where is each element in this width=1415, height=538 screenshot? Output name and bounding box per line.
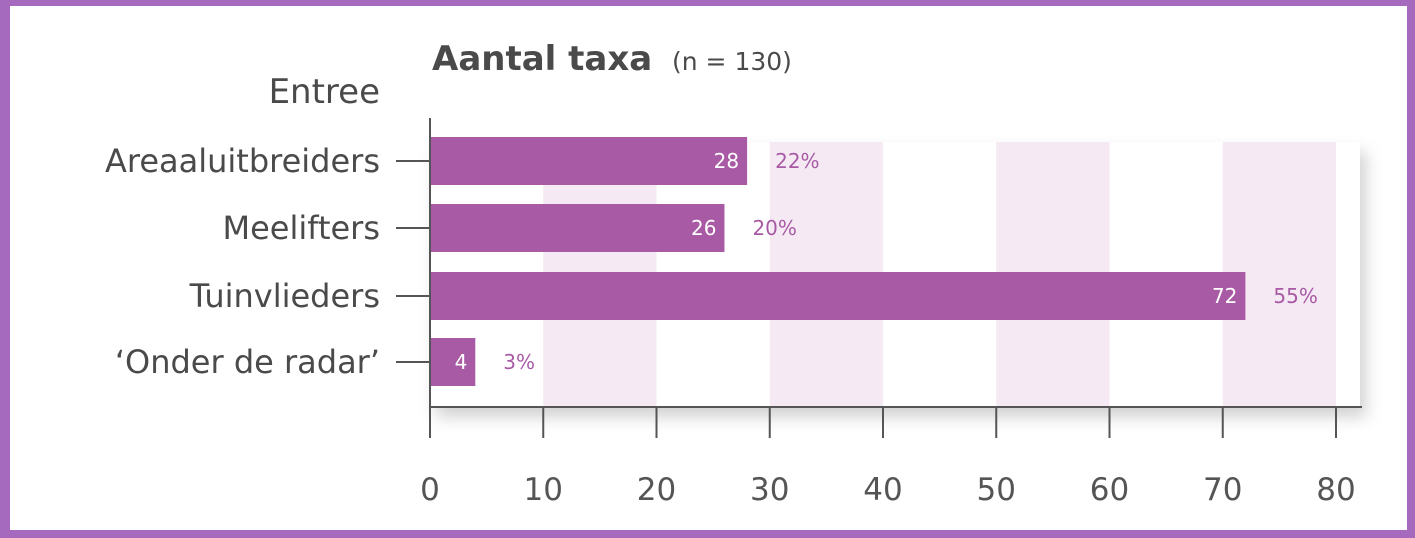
bar: [430, 338, 476, 386]
bars: [430, 137, 1246, 386]
data-label: 26: [691, 216, 716, 240]
x-tick-label: 70: [1203, 472, 1242, 508]
data-label: 72: [1212, 284, 1237, 308]
bar: [430, 272, 1246, 320]
x-tick-label: 20: [637, 472, 676, 508]
category-label: Tuinvlieders: [189, 277, 380, 315]
x-tick-label: 10: [524, 472, 563, 508]
percent-label: 55%: [1273, 284, 1317, 308]
percent-label: 3%: [503, 350, 535, 374]
percent-label: 20%: [752, 216, 796, 240]
labels: 28 22% Areaaluitbreiders 26 20% Meelifters 72 5…: [105, 142, 1318, 381]
bar: [430, 137, 748, 185]
y-axis-title: Entree: [269, 72, 380, 112]
category-label: ‘Onder de radar’: [115, 343, 380, 381]
category-label: Meelifters: [222, 209, 380, 247]
data-label: 28: [714, 149, 739, 173]
chart-title: Aantal taxa: [432, 39, 652, 79]
bar: [430, 204, 725, 252]
x-tick-label: 50: [977, 472, 1016, 508]
x-tick-label: 30: [750, 472, 789, 508]
axes: 0 10 20 30 40 50 60 70 80: [420, 118, 1362, 508]
x-tick-label: 80: [1316, 472, 1355, 508]
category-label: Areaaluitbreiders: [105, 142, 380, 180]
x-tick-label: 0: [420, 472, 440, 508]
x-tick-label: 60: [1090, 472, 1129, 508]
chart-subtitle: (n = 130): [672, 47, 792, 76]
x-tick-label: 40: [863, 472, 902, 508]
percent-label: 22%: [775, 149, 819, 173]
data-label: 4: [455, 350, 468, 374]
